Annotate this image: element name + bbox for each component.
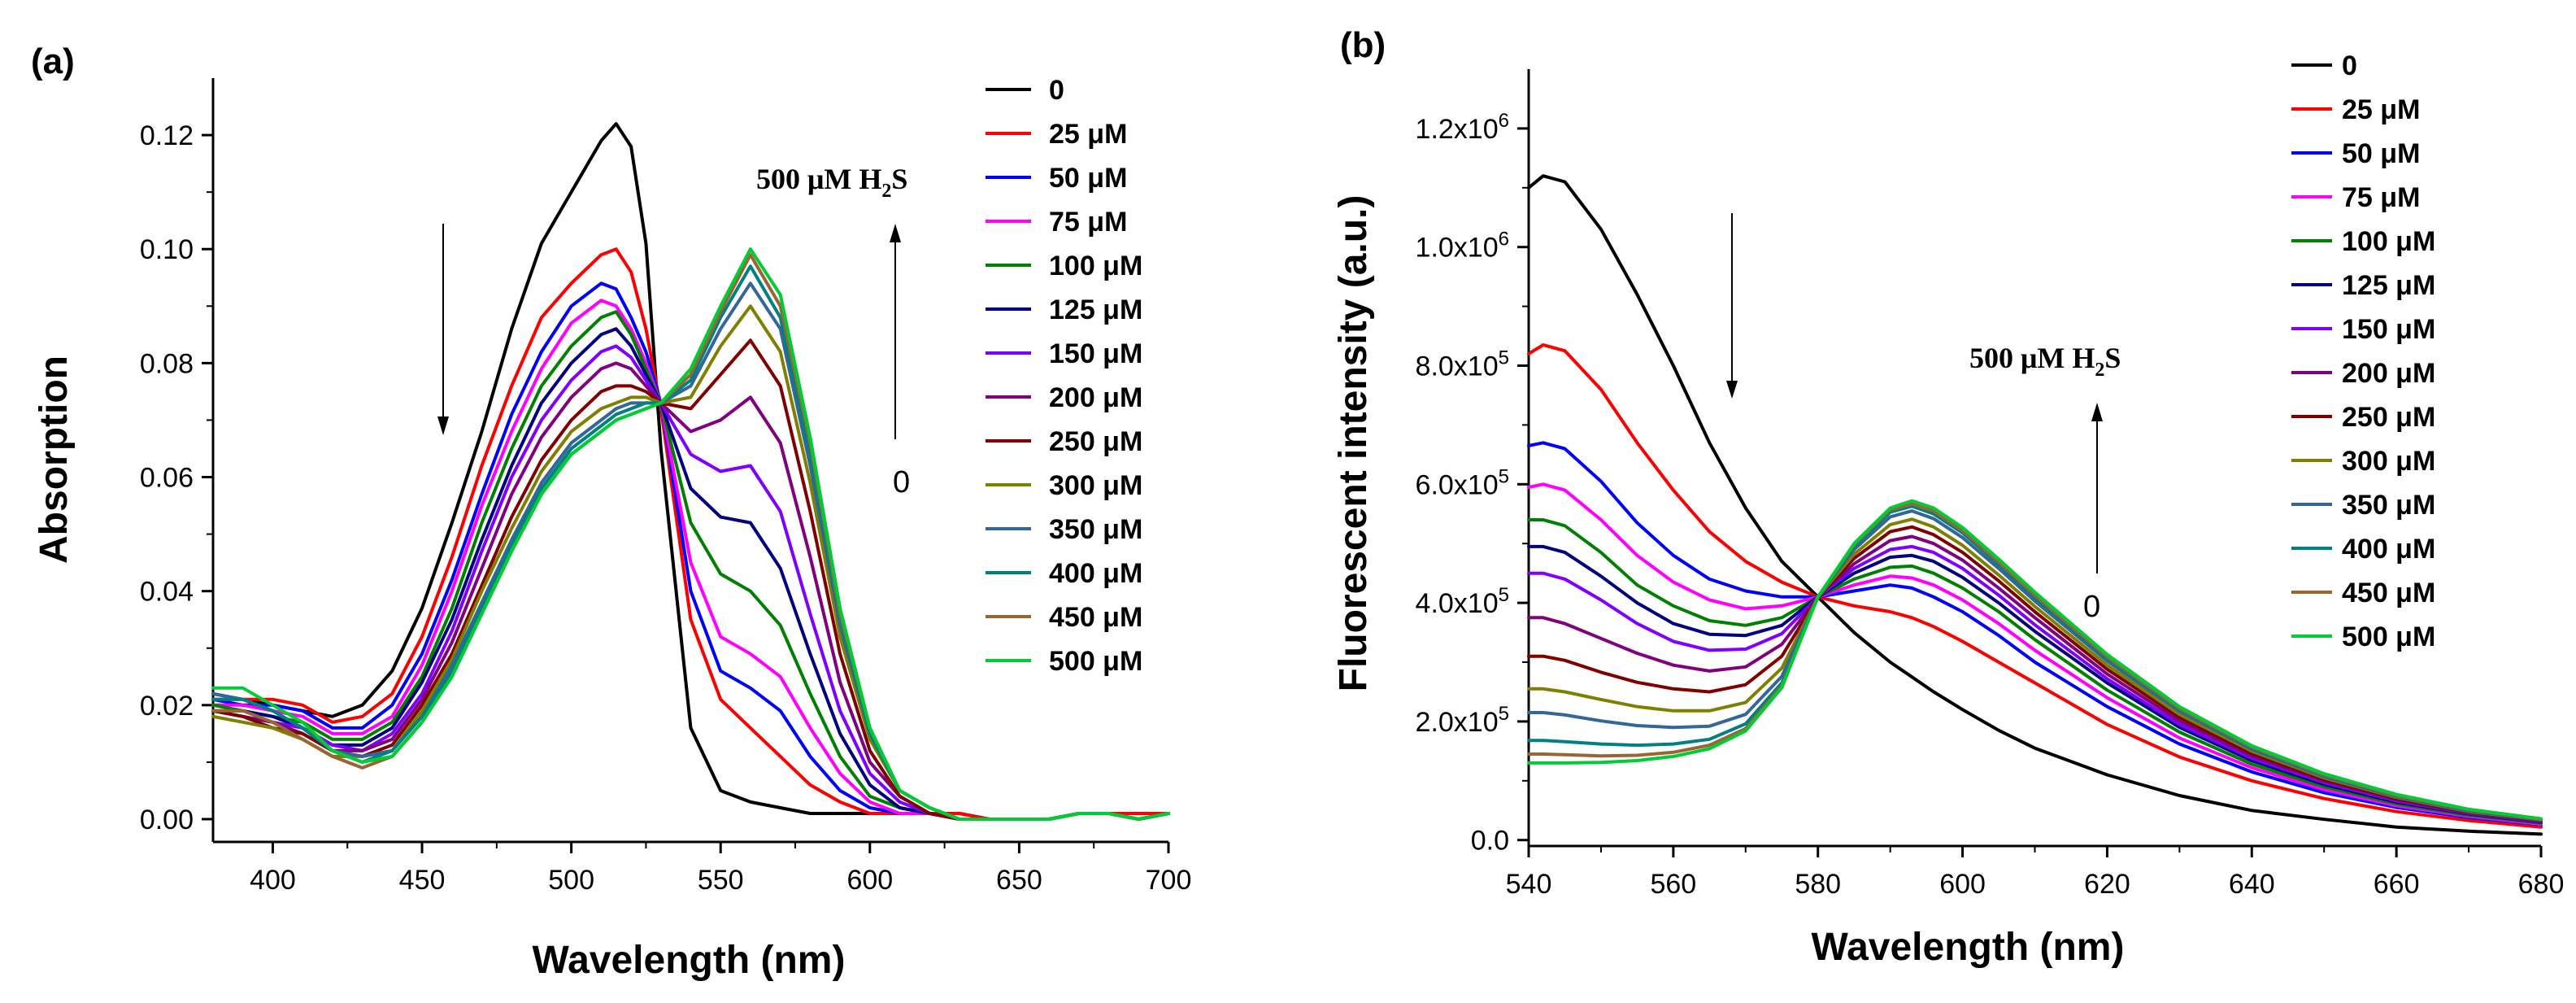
panel-a-x-tick-label: 450: [399, 865, 446, 896]
panel-b-legend-label-25: 25 μM: [2342, 94, 2420, 125]
panel-a-y-tick-label: 0.08: [140, 348, 194, 379]
panel-a-legend-label-500: 500 μM: [1049, 646, 1142, 677]
panel-b-y-tick-label: 2.0x105: [1416, 703, 1509, 738]
panel-b-x-axis-title: Wavelength (nm): [1812, 926, 2125, 969]
panel-b-legend-label-0: 0: [2342, 50, 2357, 81]
panel-a-y-tick-label: 0.12: [140, 120, 194, 151]
panel-a-y-tick-label: 0.06: [140, 463, 194, 494]
panel-a-legend-label-50: 50 μM: [1049, 163, 1127, 194]
panel-b-series-100: [1527, 518, 2543, 825]
panel-b-x-tick-label: 680: [2518, 869, 2565, 900]
panel-a-zero-label: 0: [893, 465, 910, 499]
panel-b-h2s-label: 500 μM H2S: [1969, 342, 2121, 381]
panel-a-x-tick-label: 550: [698, 865, 744, 896]
panel-b-down-arrowhead: [1726, 381, 1738, 399]
panel-a-y-tick-label: 0.02: [140, 691, 194, 722]
panel-b-zero-label: 0: [2083, 590, 2100, 624]
panel-a-x-tick-label: 600: [846, 865, 893, 896]
panel-b-legend-label-75: 75 μM: [2342, 182, 2420, 213]
panel-a-legend-label-25: 25 μM: [1049, 119, 1127, 150]
panel-a-x-tick-label: 500: [548, 865, 594, 896]
panel-b-legend-label-300: 300 μM: [2342, 446, 2435, 477]
panel-a-y-tick-label: 0.10: [140, 234, 194, 265]
panel-a-legend: 0 25 μM 50 μM 75 μM 100 μM 125 μM 150 μM 200 μM…: [986, 75, 1142, 677]
panel-b-series-0: [1527, 174, 2543, 836]
panel-b-legend-label-450: 450 μM: [2342, 578, 2435, 608]
panel-b-series-200: [1527, 534, 2543, 823]
panel-a-series-0: [211, 122, 1170, 821]
panel-a-plot-area: [211, 122, 1170, 821]
panel-a-legend-label-200: 200 μM: [1049, 382, 1142, 413]
panel-b-series-150: [1527, 544, 2543, 824]
panel-b-series-250: [1527, 525, 2543, 822]
panel-b-legend-label-150: 150 μM: [2342, 314, 2435, 345]
panel-b-x-tick-label: 660: [2374, 869, 2420, 900]
panel-a-legend-label-350: 350 μM: [1049, 514, 1142, 545]
panel-b-axes: 540 560 580 600 620 640 660 680 0.0 2.0x105 4.0x10…: [1416, 69, 2565, 900]
panel-b-y-tick-label: 1.2x106: [1416, 110, 1509, 145]
panel-b-x-tick-label: 580: [1795, 869, 1841, 900]
panel-b-y-tick-label: 6.0x105: [1416, 465, 1509, 500]
panel-b-y-axis-title: Fluorescent intensity (a.u.): [1332, 195, 1375, 692]
panel-a-annotation: 500 μM H2S 0: [437, 163, 910, 499]
panel-b-series-75: [1527, 482, 2543, 826]
panel-b-plot-area: [1527, 174, 2543, 836]
panel-b-y-tick-label: 8.0x105: [1416, 347, 1509, 382]
panel-b-annotation: 500 μM H2S 0: [1726, 213, 2121, 624]
panel-a-x-tick-label: 650: [996, 865, 1042, 896]
panel-a-legend-label-400: 400 μM: [1049, 558, 1142, 589]
panel-a-legend-label-100: 100 μM: [1049, 251, 1142, 281]
panel-a-series-250: [211, 338, 1170, 821]
panel-a-legend-label-75: 75 μM: [1049, 207, 1127, 238]
panel-b-series-125: [1527, 544, 2543, 824]
panel-a-legend-label-300: 300 μM: [1049, 470, 1142, 501]
panel-a-h2s-label: 500 μM H2S: [756, 163, 907, 202]
panel-b-legend-label-400: 400 μM: [2342, 534, 2435, 565]
panel-b-up-arrowhead: [2091, 403, 2103, 421]
panel-a-x-tick-label: 700: [1146, 865, 1192, 896]
panel-b-legend-label-100: 100 μM: [2342, 226, 2435, 257]
panel-b-y-tick-label: 4.0x105: [1416, 584, 1509, 619]
panel-b-fluorescence-chart: (b) Fluorescent intensity (a.u.) Wavelen…: [1332, 25, 2564, 969]
panel-b-series-25: [1527, 343, 2543, 829]
panel-b-x-tick-label: 540: [1506, 869, 1552, 900]
panel-a-x-axis-title: Wavelength (nm): [533, 939, 846, 982]
panel-b-legend: 0 25 μM 50 μM 75 μM 100 μM 125 μM 150 μM 200 μM…: [2291, 50, 2435, 652]
panel-a-y-axis-title: Absorption: [33, 355, 76, 564]
panel-a-series-500: [211, 247, 1170, 821]
panel-a-legend-label-250: 250 μM: [1049, 426, 1142, 457]
panel-a-axes: 400 450 500 550 600 650 700 0.00 0.02 0.04 0.06 0.0…: [140, 78, 1192, 896]
panel-a-down-arrowhead: [437, 416, 449, 435]
panel-a-legend-label-150: 150 μM: [1049, 338, 1142, 369]
panel-a-y-tick-label: 0.04: [140, 577, 194, 608]
panel-b-legend-label-50: 50 μM: [2342, 138, 2420, 169]
panel-b-x-tick-label: 560: [1650, 869, 1696, 900]
panel-b-legend-label-125: 125 μM: [2342, 270, 2435, 301]
panel-b-legend-label-250: 250 μM: [2342, 402, 2435, 433]
panel-b-legend-label-200: 200 μM: [2342, 358, 2435, 389]
panel-a-up-arrowhead: [890, 224, 901, 242]
panel-a-legend-label-0: 0: [1049, 75, 1064, 106]
panel-b-label: (b): [1340, 25, 1386, 65]
panel-b-x-tick-label: 600: [1939, 869, 1986, 900]
panel-a-y-tick-label: 0.00: [140, 805, 194, 835]
panel-b-x-tick-label: 620: [2084, 869, 2130, 900]
panel-a-x-tick-label: 400: [250, 865, 296, 896]
panel-b-series-50: [1527, 441, 2543, 826]
panel-a-legend-label-450: 450 μM: [1049, 602, 1142, 633]
panel-a-absorption-chart: (a) Absorption Wavelength (nm) 400 450 500…: [31, 41, 1191, 982]
panel-a-label: (a): [31, 41, 75, 81]
panel-a-legend-label-125: 125 μM: [1049, 294, 1142, 325]
panel-b-legend-label-350: 350 μM: [2342, 490, 2435, 521]
panel-b-x-tick-label: 640: [2229, 869, 2275, 900]
panel-a-series-400: [211, 264, 1170, 821]
panel-b-y-tick-label: 0.0: [1471, 826, 1509, 857]
panel-b-series-500: [1527, 499, 2543, 821]
panel-b-y-tick-label: 1.0x106: [1416, 229, 1509, 264]
panel-b-legend-label-500: 500 μM: [2342, 621, 2435, 652]
